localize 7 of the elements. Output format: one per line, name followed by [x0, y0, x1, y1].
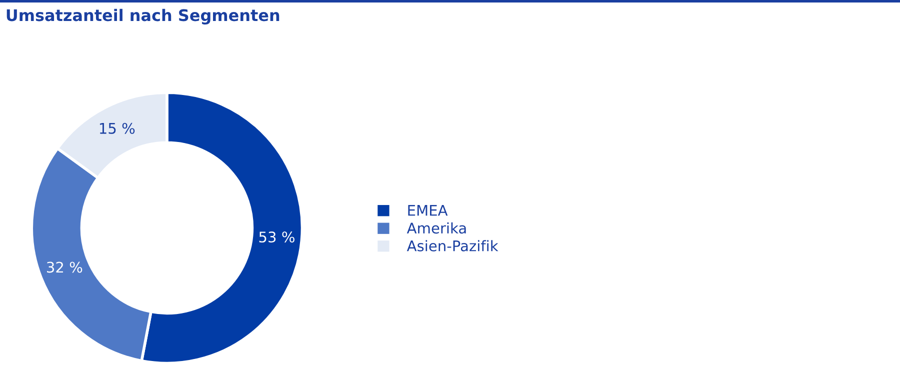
legend-label: Amerika: [406, 222, 466, 234]
legend-label: Asien-Pazifik: [406, 240, 498, 252]
legend-label: EMEA: [408, 205, 448, 216]
data-label: 15 %: [100, 122, 135, 134]
data-label: 53 %: [259, 232, 294, 243]
data-label: 32 %: [47, 262, 82, 273]
chart-title: Umsatzanteil nach Segmenten: [6, 8, 280, 24]
